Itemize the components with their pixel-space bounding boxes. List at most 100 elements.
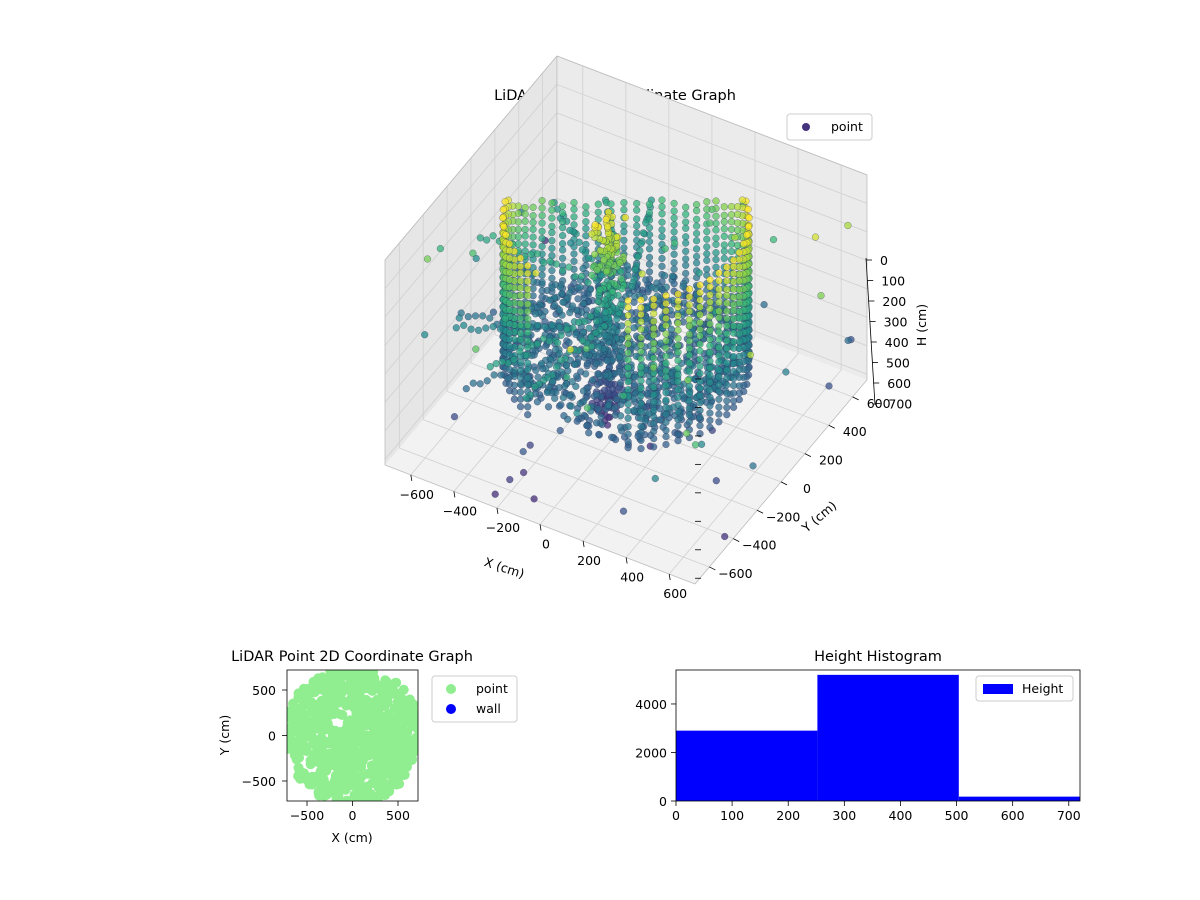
- point-3d: [617, 300, 625, 309]
- point-3d: [505, 299, 514, 307]
- point-3d: [662, 307, 670, 315]
- point-3d: [529, 225, 537, 233]
- grid-line-y-floor: [423, 419, 734, 539]
- point-3d: [638, 270, 646, 278]
- x-tick-label: 400: [889, 808, 913, 823]
- point-3d: [682, 203, 690, 211]
- point-3d: [608, 433, 616, 441]
- point-3d: [620, 228, 628, 236]
- chart-2d-points: [287, 670, 418, 801]
- y-tick-label: −600: [718, 566, 752, 581]
- point-3d: [583, 421, 591, 430]
- point-3d: [729, 329, 738, 337]
- point-3d: [521, 217, 529, 225]
- point-3d: [573, 409, 581, 417]
- point-3d: [532, 269, 540, 277]
- point-2d: [375, 693, 386, 704]
- point-3d: [579, 299, 588, 308]
- point-3d: [596, 286, 604, 294]
- point-3d: [703, 235, 711, 243]
- x-tick: [582, 540, 585, 548]
- point-2d: [313, 770, 324, 781]
- z-tick-label: 500: [886, 356, 910, 371]
- point-2d: [341, 781, 352, 792]
- point-3d: [696, 406, 704, 415]
- point-3d: [684, 376, 692, 384]
- x-tick-label: −400: [443, 503, 477, 518]
- point-2d: [347, 695, 358, 705]
- point-3d: [578, 246, 586, 254]
- x-tick: [410, 474, 413, 481]
- point-3d: [476, 380, 484, 388]
- point-3d: [524, 411, 532, 419]
- point-3d: [524, 374, 532, 382]
- point-3d: [662, 440, 670, 449]
- point-3d: [733, 226, 742, 234]
- point-3d: [613, 315, 621, 323]
- grid-line-z-back: [556, 112, 868, 233]
- point-2d: [412, 743, 418, 754]
- point-3d: [729, 315, 738, 323]
- point-3d: [662, 330, 670, 338]
- point-3d: [729, 403, 738, 411]
- point-3d: [516, 262, 525, 271]
- point-3d: [633, 199, 641, 208]
- point-3d: [497, 371, 505, 379]
- point-3d: [602, 308, 610, 316]
- point-2d: [291, 747, 302, 758]
- point-3d: [706, 305, 714, 313]
- histogram: Height Histogram 0 100 200 300 400 500 600 7000…: [635, 649, 1081, 823]
- grid-line-z-back: [556, 169, 868, 290]
- point-3d: [662, 314, 670, 323]
- point-3d: [533, 398, 542, 406]
- point-3d: [703, 256, 711, 265]
- point-3d: [706, 393, 714, 401]
- point-3d: [570, 213, 578, 221]
- point-3d: [662, 381, 670, 389]
- point-3d: [637, 304, 645, 312]
- y-tick: [756, 509, 764, 514]
- point-2d: [343, 680, 354, 691]
- point-3d: [696, 430, 704, 438]
- point-3d: [474, 326, 483, 334]
- point-3d: [624, 423, 632, 431]
- point-3d: [674, 356, 682, 365]
- point-3d: [696, 340, 704, 348]
- point-3d: [489, 322, 497, 331]
- point-3d: [624, 386, 632, 394]
- point-3d: [524, 337, 532, 345]
- point-3d: [723, 322, 731, 330]
- point-3d: [706, 298, 714, 306]
- point-3d: [729, 389, 738, 397]
- point-3d: [650, 398, 658, 406]
- point-3d: [650, 302, 658, 310]
- point-3d: [650, 295, 658, 303]
- point-3d: [516, 402, 525, 411]
- histogram-bar: [676, 730, 818, 801]
- point-3d: [516, 277, 525, 285]
- point-2d: [383, 679, 393, 690]
- point-3d: [733, 210, 742, 219]
- point-2d: [412, 723, 418, 734]
- z-tick-label: 700: [888, 397, 912, 412]
- point-3d: [670, 259, 678, 267]
- point-3d: [645, 268, 654, 276]
- point-3d: [715, 307, 723, 315]
- point-3d: [505, 268, 514, 277]
- point-2d: [334, 765, 345, 776]
- point-3d: [727, 211, 736, 219]
- point-3d: [691, 441, 700, 449]
- point-2d: [356, 771, 367, 782]
- grid-line-z-left: [384, 84, 558, 289]
- point-3d: [624, 311, 632, 320]
- point-3d: [516, 347, 524, 356]
- point-3d: [715, 352, 723, 360]
- point-3d: [602, 215, 610, 224]
- point-3d: [521, 232, 529, 240]
- point-3d: [597, 413, 605, 421]
- point-3d: [592, 419, 601, 427]
- y-tick: [709, 566, 716, 571]
- point-3d: [682, 218, 690, 226]
- grid-line-z-left: [384, 169, 558, 375]
